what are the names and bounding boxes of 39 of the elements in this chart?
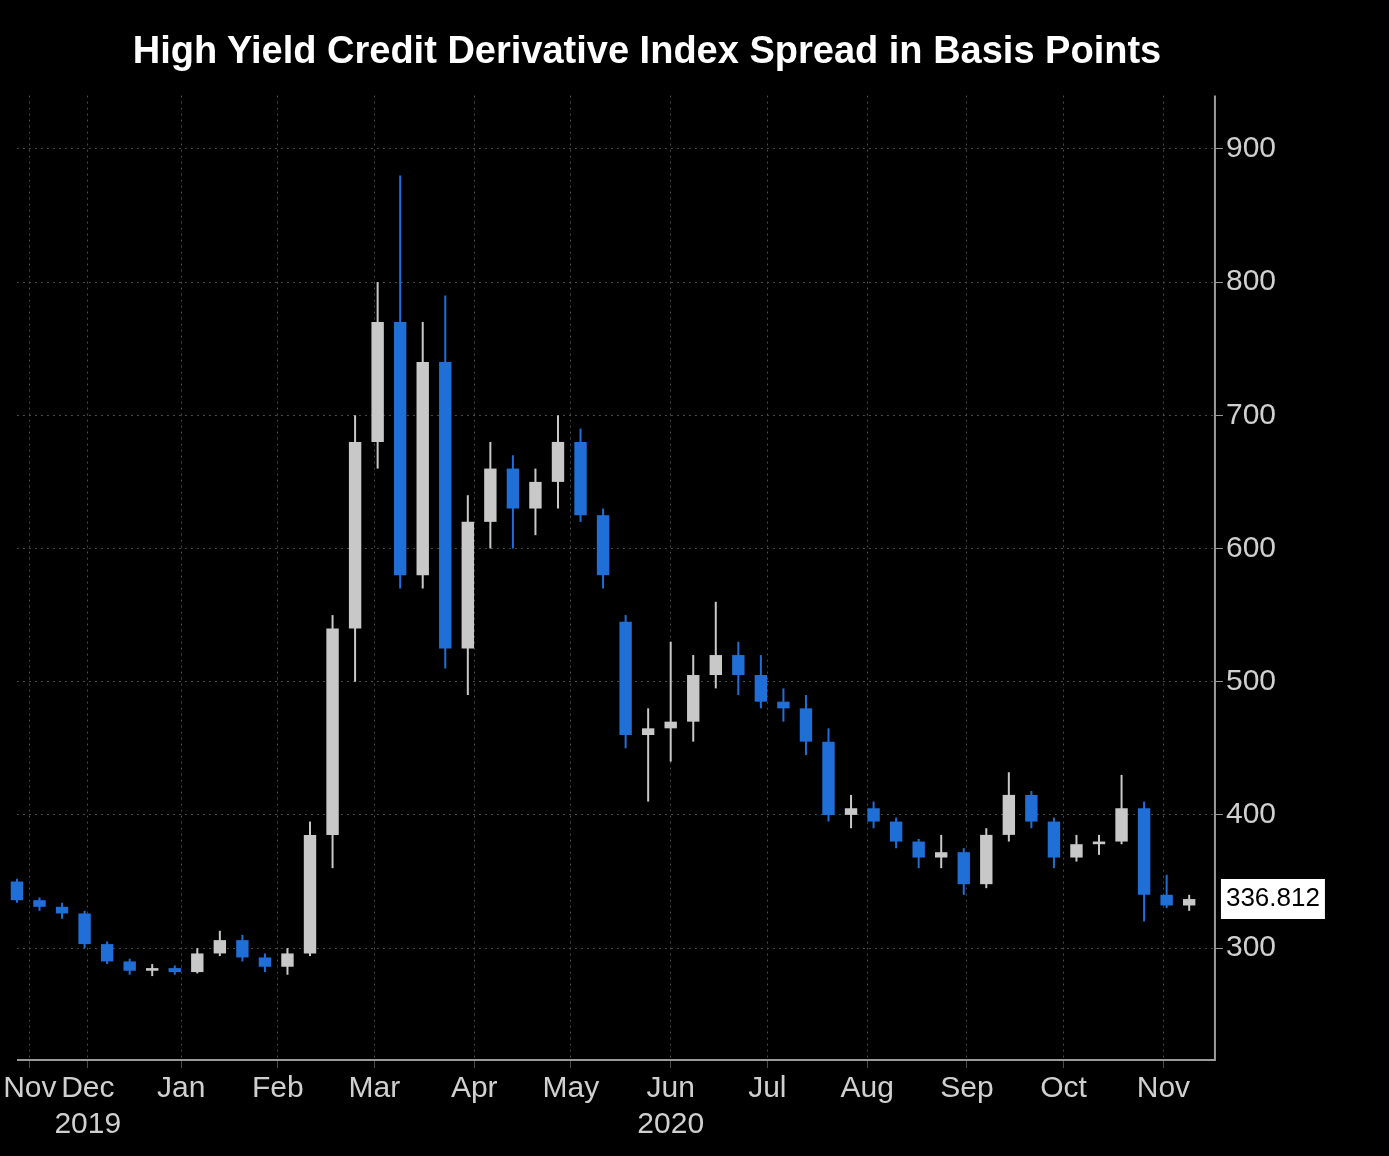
candlestick	[213, 929, 227, 958]
candlestick	[236, 933, 249, 963]
x-tick-label: Aug	[840, 1070, 894, 1104]
candlestick	[641, 707, 655, 803]
y-tick-label: 600	[1225, 529, 1277, 563]
x-tick-label: Sep	[940, 1070, 994, 1104]
candlestick	[844, 793, 858, 830]
candlestick	[912, 837, 925, 870]
y-tick-label: 500	[1225, 662, 1277, 696]
y-tick-label: 300	[1225, 929, 1277, 963]
candlestick	[889, 816, 903, 850]
x-tick-label: Oct	[1040, 1070, 1088, 1104]
candlestick	[777, 687, 790, 723]
x-tick-label: May	[542, 1070, 600, 1104]
candlestick	[191, 947, 204, 975]
candlestick	[664, 640, 677, 763]
candlestick	[935, 833, 948, 870]
annotation: 336.812	[1225, 882, 1320, 913]
y-tick-label: 800	[1225, 263, 1277, 297]
y-tick-label: 400	[1225, 796, 1277, 830]
x-tick-label: Mar	[348, 1070, 401, 1104]
candlestick	[867, 800, 880, 830]
candlestick	[1160, 873, 1173, 910]
candlestick	[258, 952, 272, 974]
candlestick	[732, 640, 745, 697]
candlestick	[709, 600, 722, 690]
y-tick-label: 900	[1225, 130, 1277, 164]
candlestick	[100, 940, 114, 966]
x-tick-label: Feb	[251, 1070, 304, 1104]
candlestick	[281, 947, 294, 976]
x-tick-label: Jan	[157, 1070, 206, 1104]
x-tick-label: Apr	[450, 1070, 498, 1104]
y-tick-label: 700	[1225, 396, 1277, 430]
chart-title: High Yield Credit Derivative Index Spread in Basis Points	[132, 29, 1162, 72]
x-tick-label: Jun 2020	[637, 1070, 705, 1140]
candlestick	[1070, 833, 1083, 863]
x-tick-label: Jul	[748, 1070, 787, 1104]
candlestick	[10, 877, 24, 904]
x-tick-label: Nov	[1136, 1070, 1191, 1104]
